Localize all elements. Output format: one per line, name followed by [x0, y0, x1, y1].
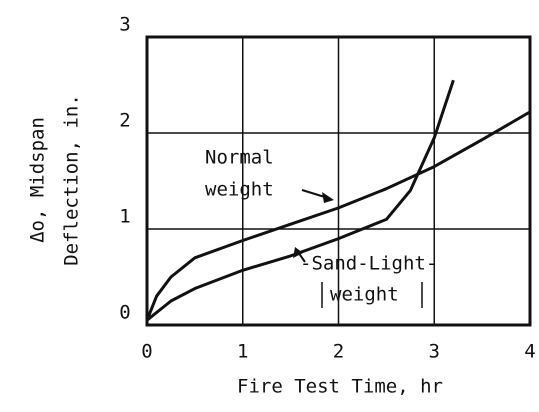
y-axis-label: Δo, Midspan [27, 117, 49, 243]
data-line [145, 110, 531, 321]
annotation: weight [330, 284, 399, 306]
y-tick-label: 3 [119, 14, 130, 36]
y-tick-label: 2 [119, 110, 130, 132]
data-line [146, 79, 455, 322]
annotation: weight [205, 179, 274, 201]
annotation: -Sand-Light- [300, 253, 437, 275]
annotation-bracket [321, 282, 423, 308]
y-tick-label: 1 [119, 206, 130, 228]
x-tick-label: 2 [333, 341, 344, 363]
x-tick-label: 1 [237, 341, 248, 363]
arrow-head [322, 192, 334, 203]
x-axis-label: Fire Test Time, hr [237, 376, 443, 398]
y-tick-label: 0 [119, 302, 130, 324]
x-tick-label: 0 [141, 341, 152, 363]
arrow-head [293, 247, 303, 258]
annotation: Normal [205, 147, 274, 169]
x-tick-label: 3 [429, 341, 440, 363]
x-tick-label: 4 [524, 341, 535, 363]
plot-frame [145, 35, 532, 327]
y-axis-label: Deflection, in. [61, 94, 83, 266]
